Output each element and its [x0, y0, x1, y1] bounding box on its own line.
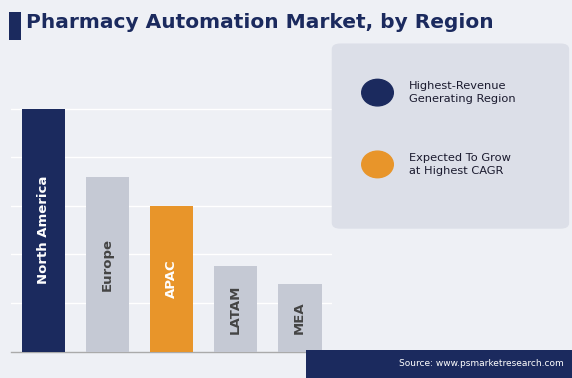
Text: MEA: MEA	[293, 301, 306, 334]
Text: Pharmacy Automation Market, by Region: Pharmacy Automation Market, by Region	[26, 13, 494, 32]
Bar	[86, 177, 129, 352]
Bar	[22, 108, 65, 352]
Text: Expected To Grow
at Highest CAGR: Expected To Grow at Highest CAGR	[409, 153, 511, 176]
Text: APAC: APAC	[165, 259, 178, 298]
Text: North America: North America	[37, 176, 50, 284]
Text: Highest-Revenue
Generating Region: Highest-Revenue Generating Region	[409, 81, 515, 104]
Bar	[150, 206, 193, 352]
Text: Europe: Europe	[101, 237, 114, 291]
Bar	[278, 284, 321, 352]
Bar	[214, 266, 257, 352]
Text: LATAM: LATAM	[229, 284, 242, 334]
Text: Source: www.psmarketresearch.com: Source: www.psmarketresearch.com	[399, 359, 563, 368]
